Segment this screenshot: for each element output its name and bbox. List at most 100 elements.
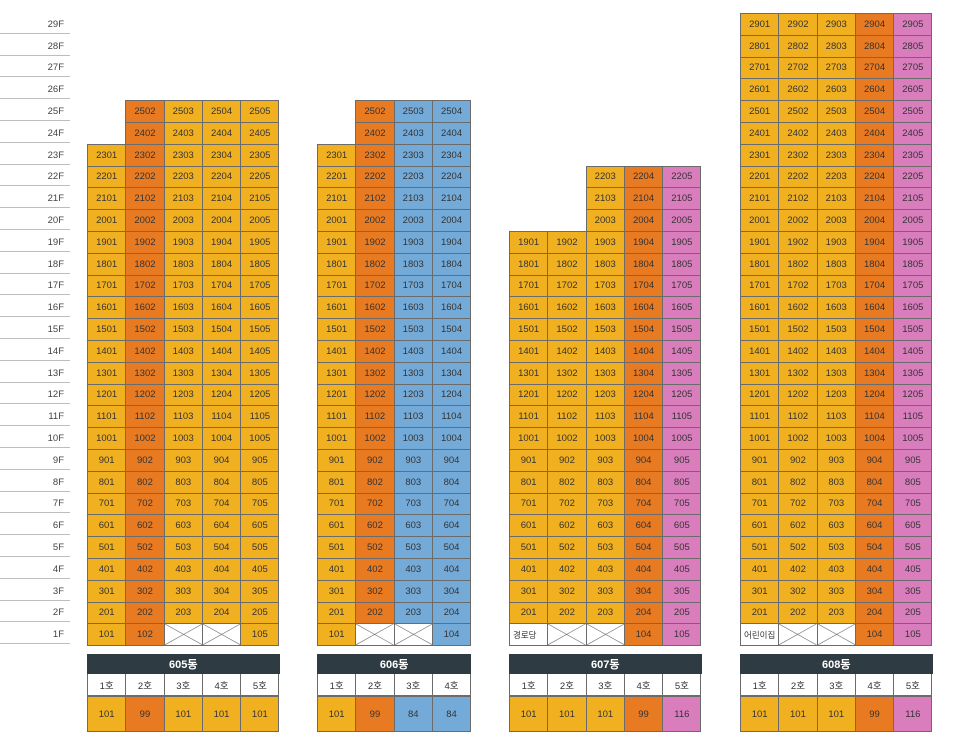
unit-cell: 2702	[778, 56, 818, 80]
unit-cell: 1104	[201, 405, 242, 429]
unit-cell: 303	[816, 579, 856, 603]
unit-cell: 2204	[854, 165, 895, 189]
floor-label: 29F	[47, 18, 64, 30]
floor-label: 19F	[47, 236, 64, 248]
unit-cell: 1803	[163, 252, 203, 276]
unit-cell: 1901	[87, 231, 127, 254]
unit-cell: 2003	[163, 209, 203, 232]
unit-cell: 1605	[662, 296, 702, 320]
unit-cell: 1103	[163, 405, 203, 429]
unit-cell: 1803	[585, 252, 625, 276]
unit-cell: 1703	[393, 274, 433, 298]
unit-cell: 104	[431, 623, 472, 647]
unit-cell: 1301	[87, 361, 127, 385]
unit-cell: 603	[393, 514, 433, 538]
floor-label: 11F	[48, 411, 64, 423]
unit-cell: 104	[623, 623, 664, 647]
unit-cell: 1504	[201, 318, 242, 341]
unit-cell: 702	[547, 492, 587, 516]
unit-cell: 2504	[431, 100, 472, 123]
floor-label-row: 26F	[0, 77, 70, 100]
unit-cell: 2004	[623, 209, 664, 232]
unit-cell: 2302	[355, 143, 395, 167]
unit-cell: 2503	[393, 100, 433, 123]
floor-label-row: 16F	[0, 295, 70, 318]
unit-cell: 1603	[816, 296, 856, 320]
floor-label: 21F	[47, 193, 64, 205]
floor-label: 12F	[47, 389, 64, 401]
unit-cell: 204	[854, 601, 895, 625]
unit-cell: 403	[585, 558, 625, 581]
unit-cell: 2004	[431, 209, 472, 232]
unit-cell: 302	[547, 579, 587, 603]
unit-area-value: 84	[394, 696, 433, 732]
unit-cell: 1302	[778, 361, 818, 385]
unit-cell: 1805	[893, 252, 933, 276]
unit-cell: 1705	[893, 274, 933, 298]
unit-cell: 1304	[201, 361, 242, 385]
unit-type-label: 1호	[740, 674, 780, 696]
unit-cell: 2503	[163, 100, 203, 123]
unit-cell: 805	[893, 470, 933, 494]
unit-cell: 1305	[893, 361, 933, 385]
unit-cell: 604	[431, 514, 472, 538]
unit-cell: 2303	[393, 143, 433, 167]
unit-cell: 2305	[240, 143, 280, 167]
unit-cell: 802	[125, 470, 165, 494]
unit-cell: 305	[662, 579, 702, 603]
unit-cell: 1005	[662, 427, 702, 450]
unit-cell: 902	[547, 449, 587, 472]
unit-cell: 1902	[778, 231, 818, 254]
floor-label: 28F	[47, 40, 64, 52]
unit-cell: 705	[662, 492, 702, 516]
floor-label-row: 24F	[0, 121, 70, 143]
unit-cell: 803	[585, 470, 625, 494]
unit-cell: 2202	[125, 165, 165, 189]
unit-cell: 503	[816, 536, 856, 559]
unit-cell: 2203	[393, 165, 433, 189]
unit-cell: 1804	[201, 252, 242, 276]
unit-cell: 902	[355, 449, 395, 472]
unit-cell: 501	[87, 536, 127, 559]
unit-cell: 1503	[163, 318, 203, 341]
floor-label-row: 28F	[0, 34, 70, 56]
unit-cell: 1303	[816, 361, 856, 385]
floor-label-row: 25F	[0, 99, 70, 121]
unit-cell: 1904	[431, 231, 472, 254]
unit-cell: 1001	[740, 427, 780, 450]
unit-cell: 2205	[662, 165, 702, 189]
unit-cell: 1702	[355, 274, 395, 298]
unit-cell: 1404	[431, 340, 472, 363]
unit-cell: 1104	[623, 405, 664, 429]
unit-cell: 804	[854, 470, 895, 494]
unit-cell: 603	[816, 514, 856, 538]
floor-label-row: 22F	[0, 165, 70, 187]
unit-cell: 202	[778, 601, 818, 625]
unit-cell: 1005	[240, 427, 280, 450]
unit-cell: 2101	[87, 187, 127, 211]
unit-cell: 604	[854, 514, 895, 538]
unit-cell: 302	[355, 579, 395, 603]
unit-cell: 1703	[163, 274, 203, 298]
unit-cell: 1301	[740, 361, 780, 385]
unit-cell: 2505	[240, 100, 280, 123]
unit-cell: 202	[355, 601, 395, 625]
unit-cell: 1003	[393, 427, 433, 450]
unit-cell: 1003	[816, 427, 856, 450]
unit-cell: 2604	[854, 78, 895, 102]
unit-cell: 2405	[240, 122, 280, 145]
unit-cell: 202	[125, 601, 165, 625]
unit-cell: 601	[740, 514, 780, 538]
floor-label: 18F	[47, 258, 64, 270]
unit-type-label: 3호	[164, 674, 203, 696]
unit-cell: 2404	[431, 122, 472, 145]
unit-cell: 402	[547, 558, 587, 581]
unit-area-value: 116	[663, 696, 702, 732]
unit-cell: 2703	[816, 56, 856, 80]
unit-cell: 1704	[623, 274, 664, 298]
unit-cell: 1204	[623, 383, 664, 407]
empty-unit-cell	[585, 623, 625, 647]
unit-cell: 2404	[201, 122, 242, 145]
unit-cell: 105	[662, 623, 702, 647]
unit-type-label: 4호	[202, 674, 242, 696]
